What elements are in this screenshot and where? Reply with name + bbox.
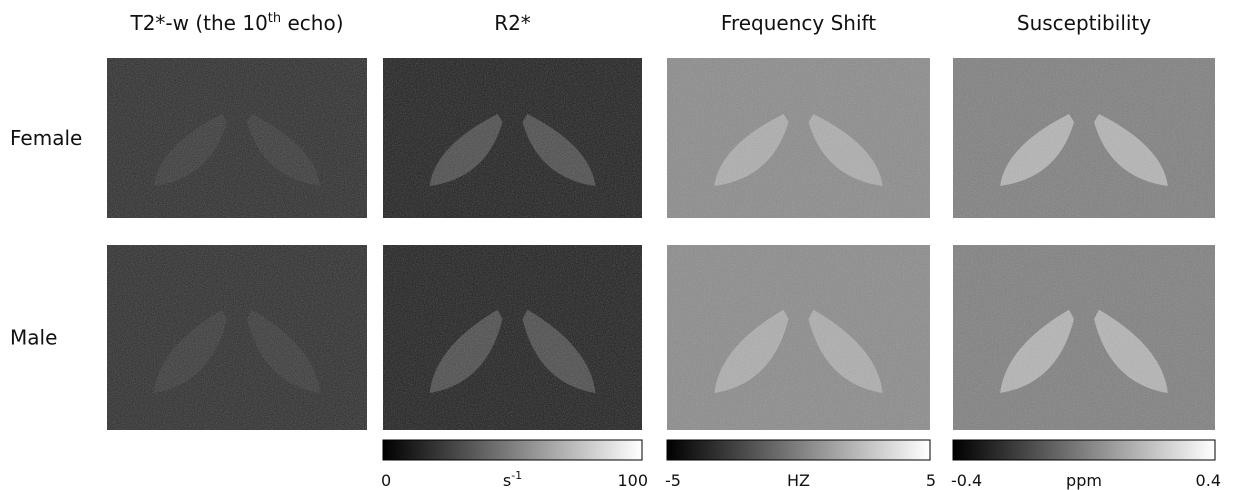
colorbar-max: 100: [617, 471, 648, 490]
title-text: R2*: [494, 11, 531, 35]
row-label: Female: [10, 126, 82, 150]
image-noise: [107, 245, 367, 430]
image-noise: [667, 245, 930, 430]
column-title: Frequency Shift: [721, 11, 876, 35]
column-title: T2*-w (the 10th echo): [129, 11, 343, 35]
mri-image: [383, 245, 642, 430]
image-noise: [383, 58, 642, 218]
image-noise: [107, 58, 367, 218]
colorbar: [666, 439, 931, 461]
mri-image: [667, 245, 930, 430]
mri-image: [953, 58, 1215, 218]
colorbar-unit: ppm: [1066, 471, 1102, 490]
column-title: Susceptibility: [1017, 11, 1151, 35]
unit-text: ppm: [1066, 471, 1102, 490]
title-text-after: echo): [281, 11, 343, 35]
unit-text: s: [503, 471, 511, 490]
mri-image: [383, 58, 642, 218]
colorbar: [952, 439, 1216, 461]
title-text: Susceptibility: [1017, 11, 1151, 35]
title-text: T2*-w (the 10: [129, 11, 267, 35]
title-sup: th: [268, 11, 281, 26]
colorbar: [382, 439, 643, 461]
unit-text: HZ: [787, 471, 810, 490]
row-label: Male: [10, 326, 57, 350]
image-noise: [667, 58, 930, 218]
mri-image: [107, 58, 367, 218]
colorbar-min: -5: [665, 471, 681, 490]
mri-image: [107, 245, 367, 430]
image-noise: [383, 245, 642, 430]
colorbar-unit: HZ: [787, 471, 810, 490]
colorbar-max: 0.4: [1196, 471, 1221, 490]
mri-image: [953, 245, 1215, 430]
title-text: Frequency Shift: [721, 11, 876, 35]
column-title: R2*: [494, 11, 531, 35]
colorbar-unit: s-1: [503, 469, 522, 490]
colorbar-max: 5: [926, 471, 936, 490]
image-noise: [953, 245, 1215, 430]
colorbar-min: 0: [381, 471, 391, 490]
unit-sup: -1: [511, 469, 522, 482]
colorbar-min: -0.4: [951, 471, 982, 490]
image-noise: [953, 58, 1215, 218]
mri-image: [667, 58, 930, 218]
